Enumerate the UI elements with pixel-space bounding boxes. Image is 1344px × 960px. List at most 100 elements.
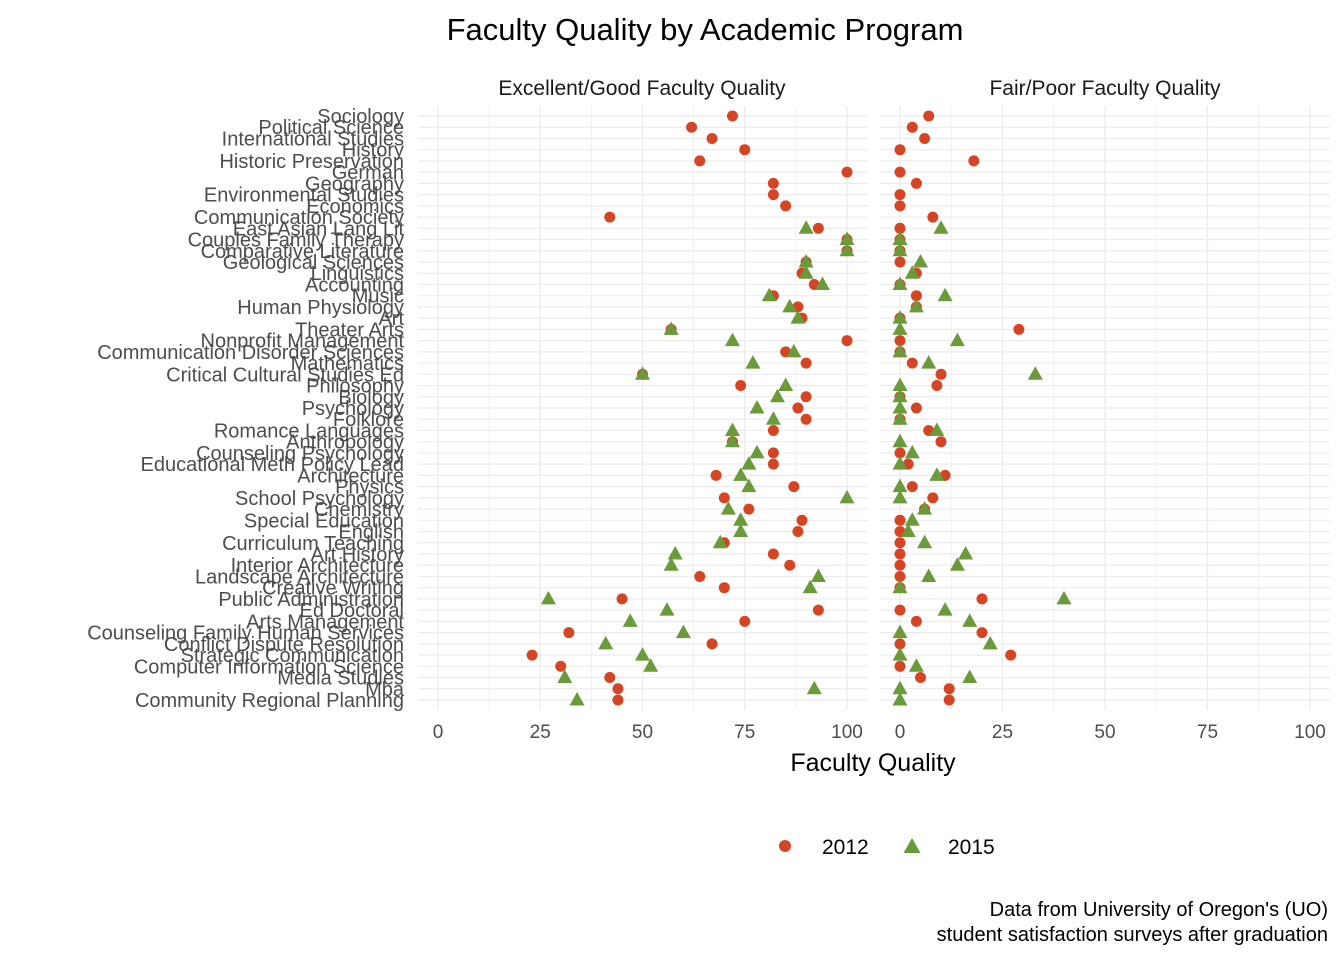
point-2015 <box>892 489 908 504</box>
point-2015 <box>540 590 556 605</box>
point-2012 <box>735 380 747 392</box>
point-2015 <box>913 254 928 268</box>
point-2012 <box>894 447 906 459</box>
point-2015 <box>929 467 945 481</box>
y-tick-label: Folklore <box>333 409 404 431</box>
point-2015 <box>659 602 675 616</box>
point-2012 <box>894 335 906 347</box>
point-2015 <box>962 613 978 627</box>
y-tick-label: Interior Architecture <box>231 555 404 577</box>
point-2012 <box>792 526 804 538</box>
y-tick-label: School Psychology <box>235 488 404 510</box>
point-2015 <box>769 388 785 403</box>
point-2012 <box>910 290 922 302</box>
point-2015 <box>733 523 749 538</box>
y-tick-label: Architecture <box>297 465 404 487</box>
point-2012 <box>910 177 922 189</box>
point-2015 <box>765 411 781 425</box>
point-2015 <box>635 366 650 380</box>
point-2015 <box>635 647 650 661</box>
point-2012 <box>718 492 730 504</box>
point-2012 <box>743 503 755 515</box>
point-2015 <box>741 456 757 470</box>
point-2015 <box>904 265 920 279</box>
point-2012 <box>767 447 779 459</box>
facet-strips: Excellent/Good Faculty Quality Fair/Poor… <box>498 77 1221 100</box>
point-2012 <box>710 469 722 481</box>
y-tick-label: Economics <box>306 196 404 218</box>
point-2012 <box>767 548 779 560</box>
point-2015 <box>904 512 920 526</box>
point-2015 <box>921 355 937 369</box>
point-2015 <box>839 489 855 504</box>
point-2015 <box>802 579 818 594</box>
point-2012 <box>894 222 906 234</box>
y-tick-label: Geography <box>305 173 404 195</box>
point-2012 <box>812 222 824 234</box>
point-2015 <box>908 298 924 313</box>
point-2015 <box>892 433 908 448</box>
point-2012 <box>935 368 947 380</box>
y-tick-label: English <box>338 522 404 544</box>
y-tick-label: Anthropology <box>286 432 404 454</box>
point-2012 <box>739 615 751 627</box>
point-2015 <box>663 321 679 335</box>
point-2012 <box>792 402 804 414</box>
caption-line-1: Data from University of Oregon's (UO) <box>990 899 1328 921</box>
point-2015 <box>598 635 614 650</box>
y-tick-label: Theater Arts <box>295 319 404 341</box>
point-2012 <box>894 570 906 582</box>
point-2015 <box>937 287 953 302</box>
point-2015 <box>937 602 953 616</box>
point-2015 <box>892 456 908 470</box>
point-2015 <box>921 568 937 582</box>
point-2012 <box>812 604 824 616</box>
point-2012 <box>841 166 853 178</box>
y-tick-label: Arts Management <box>246 611 404 633</box>
point-2012 <box>943 694 955 706</box>
point-2015 <box>806 680 822 695</box>
x-tick-label: 75 <box>734 722 755 743</box>
data-points <box>526 110 1072 706</box>
y-tick-label: Political Science <box>258 117 404 139</box>
point-2015 <box>749 400 765 414</box>
facet-strip-excellent-good: Excellent/Good Faculty Quality <box>498 77 786 100</box>
point-2012 <box>894 660 906 672</box>
point-2015 <box>892 321 908 335</box>
x-tick-label: 0 <box>895 722 906 743</box>
y-tick-label: Chemistry <box>314 499 404 521</box>
point-2015 <box>749 444 765 459</box>
y-tick-label: Couples Family Therapy <box>188 230 404 252</box>
point-2012 <box>726 110 738 122</box>
point-2012 <box>906 357 918 369</box>
caption: Data from University of Oregon's (UO) st… <box>937 899 1328 946</box>
point-2012 <box>894 537 906 549</box>
point-2015 <box>949 332 965 347</box>
y-tick-label: Mba <box>365 679 405 701</box>
point-2015 <box>720 501 736 515</box>
point-2012 <box>616 593 628 605</box>
y-tick-label: Music <box>352 286 404 308</box>
point-2015 <box>917 501 933 515</box>
point-2012 <box>526 649 538 661</box>
y-tick-label: Conflict Dispute Resolution <box>164 634 404 656</box>
point-2015 <box>569 692 585 706</box>
point-2012 <box>894 604 906 616</box>
point-2012 <box>767 424 779 436</box>
y-tick-label: Art History <box>311 544 404 566</box>
point-2015 <box>786 343 802 358</box>
y-tick-label: Critical Cultural Studies Ed <box>166 364 404 386</box>
y-tick-label: Linguistics <box>311 263 404 285</box>
y-tick-label: Ed Doctoral <box>300 600 405 622</box>
y-tick-label: Creative Writing <box>262 578 404 600</box>
x-tick-label: 100 <box>831 722 863 743</box>
y-tick-label: Accounting <box>305 274 404 296</box>
point-2012 <box>788 481 800 493</box>
point-2015 <box>798 265 814 279</box>
point-2015 <box>982 635 998 650</box>
point-2015 <box>908 658 924 672</box>
y-tick-label: Romance Languages <box>214 420 404 442</box>
point-2015 <box>724 332 740 347</box>
point-2012 <box>612 683 624 695</box>
point-2015 <box>892 400 908 414</box>
